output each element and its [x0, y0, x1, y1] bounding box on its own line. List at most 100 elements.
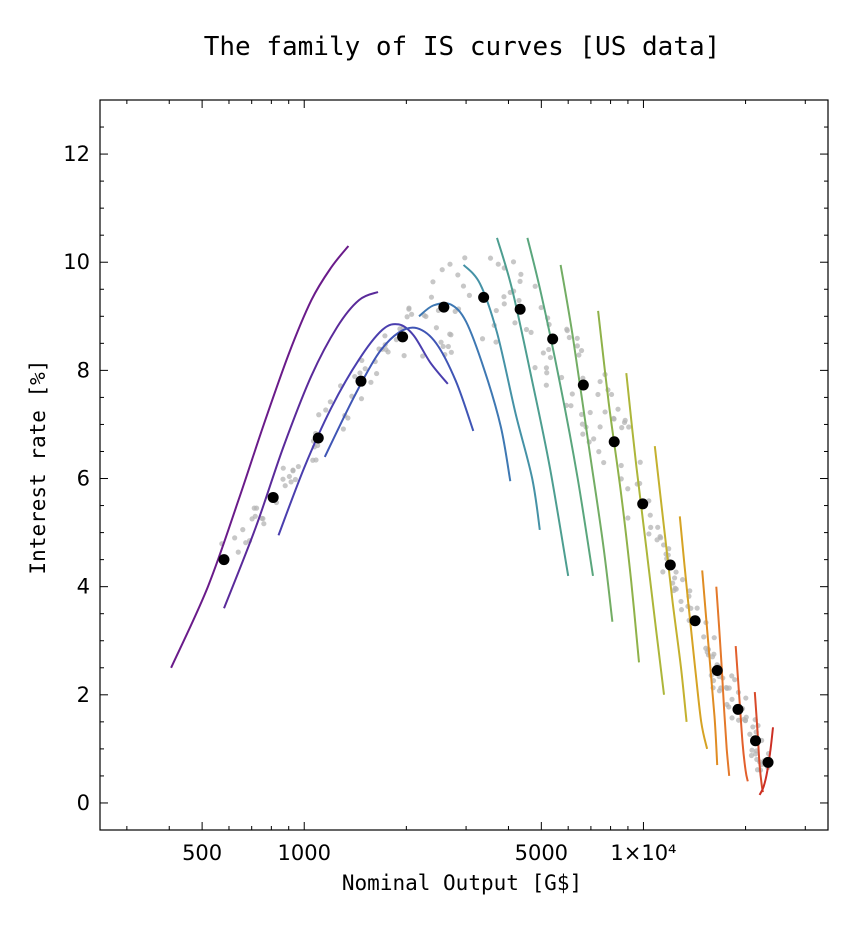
scatter-point [753, 751, 759, 757]
scatter-point [455, 272, 461, 278]
scatter-point [648, 524, 654, 530]
y-tick-label: 12 [63, 142, 90, 166]
axis-ticks [100, 99, 828, 831]
scatter-point [595, 391, 601, 398]
observed-point [397, 331, 409, 343]
scatter-point [678, 598, 684, 605]
scatter-point [726, 704, 732, 710]
scatter-point [622, 417, 628, 423]
scatter-point [512, 320, 518, 326]
scatter-point [750, 724, 756, 730]
scatter-point [743, 695, 749, 701]
is-curve-3 [277, 323, 449, 536]
scatter-point [352, 373, 358, 380]
scatter-point [290, 468, 296, 474]
scatter-point [538, 304, 544, 311]
x-tick-label: 500 [182, 841, 222, 865]
scatter-point [574, 335, 580, 341]
observed-point [637, 498, 649, 510]
scatter-point [532, 365, 538, 371]
scatter-point [460, 283, 467, 289]
observed-point [664, 559, 676, 571]
scatter-point [625, 515, 631, 521]
scatter-point [252, 513, 258, 519]
scatter-point [493, 307, 499, 314]
scatter-point [409, 311, 415, 317]
scatter-point [462, 255, 468, 261]
scatter-point [747, 731, 753, 737]
is-curve-11 [625, 372, 665, 695]
scatter-point [532, 283, 538, 289]
scatter-point [295, 463, 301, 470]
scatter-point [340, 426, 346, 432]
scatter-point [626, 424, 632, 430]
scatter-point [564, 327, 570, 334]
x-tick-label: 5000 [515, 841, 568, 865]
x-tick-label: 1000 [278, 841, 331, 865]
observed-point [514, 303, 526, 315]
scatter-point [729, 696, 735, 702]
scatter-point [546, 346, 552, 353]
scatter-point [732, 677, 738, 683]
observed-point [267, 491, 279, 503]
scatter-point [528, 329, 534, 335]
scatter-point [487, 255, 494, 261]
scatter-point [280, 465, 286, 471]
scatter-point [316, 412, 322, 418]
scatter-point [754, 767, 761, 773]
scatter-point [673, 586, 679, 592]
observed-point [608, 436, 620, 448]
scatter-point [749, 747, 755, 753]
scatter-point [701, 634, 707, 640]
scatter-point [357, 370, 363, 376]
scatter-point [716, 688, 723, 694]
observed-points [218, 291, 774, 768]
observed-point [478, 291, 490, 303]
scatter-point [748, 752, 755, 759]
scatter-point [574, 343, 580, 349]
scatter-point [292, 476, 299, 483]
scatter-point [466, 292, 472, 298]
chart-title: The family of IS curves [US data] [204, 32, 721, 62]
y-tick-label: 4 [77, 575, 90, 599]
is-curve-18 [758, 727, 774, 796]
scatter-point [373, 370, 380, 377]
scatter-point [448, 349, 454, 355]
observed-point [312, 432, 324, 444]
scatter-point [724, 685, 730, 692]
scatter-point [401, 353, 407, 359]
is-curves [170, 237, 774, 796]
scatter-point [447, 331, 453, 337]
scatter-point [679, 577, 686, 583]
scatter-point [660, 569, 666, 575]
scatter-point [510, 259, 517, 265]
scatter-point [547, 354, 554, 361]
is-curve-14 [701, 570, 719, 766]
scatter-point [282, 483, 288, 489]
observed-point [218, 554, 230, 566]
y-tick-label: 6 [77, 467, 90, 491]
scatter-point [540, 350, 546, 356]
scatter-point [568, 403, 574, 409]
scatter-point [543, 382, 549, 388]
is-curve-12 [653, 445, 688, 723]
is-curve-16 [734, 646, 749, 782]
scatter-point [709, 654, 716, 660]
scatter-point [345, 415, 351, 421]
y-tick-label: 8 [77, 358, 90, 382]
scatter-point [313, 457, 319, 463]
scatter-point [566, 334, 572, 341]
scatter-point [382, 333, 388, 339]
scatter-point [447, 261, 453, 267]
scatter-point [495, 261, 501, 267]
is-curve-9 [559, 264, 614, 622]
scatter-point [729, 673, 735, 679]
y-tick-label: 0 [77, 791, 90, 815]
scatter-point [672, 575, 678, 581]
scatter-point [587, 409, 593, 416]
observed-point [547, 333, 559, 345]
scatter-point [439, 267, 445, 273]
scatter-point [543, 365, 550, 371]
scatter-point [479, 336, 486, 342]
scatter-point [445, 343, 451, 350]
